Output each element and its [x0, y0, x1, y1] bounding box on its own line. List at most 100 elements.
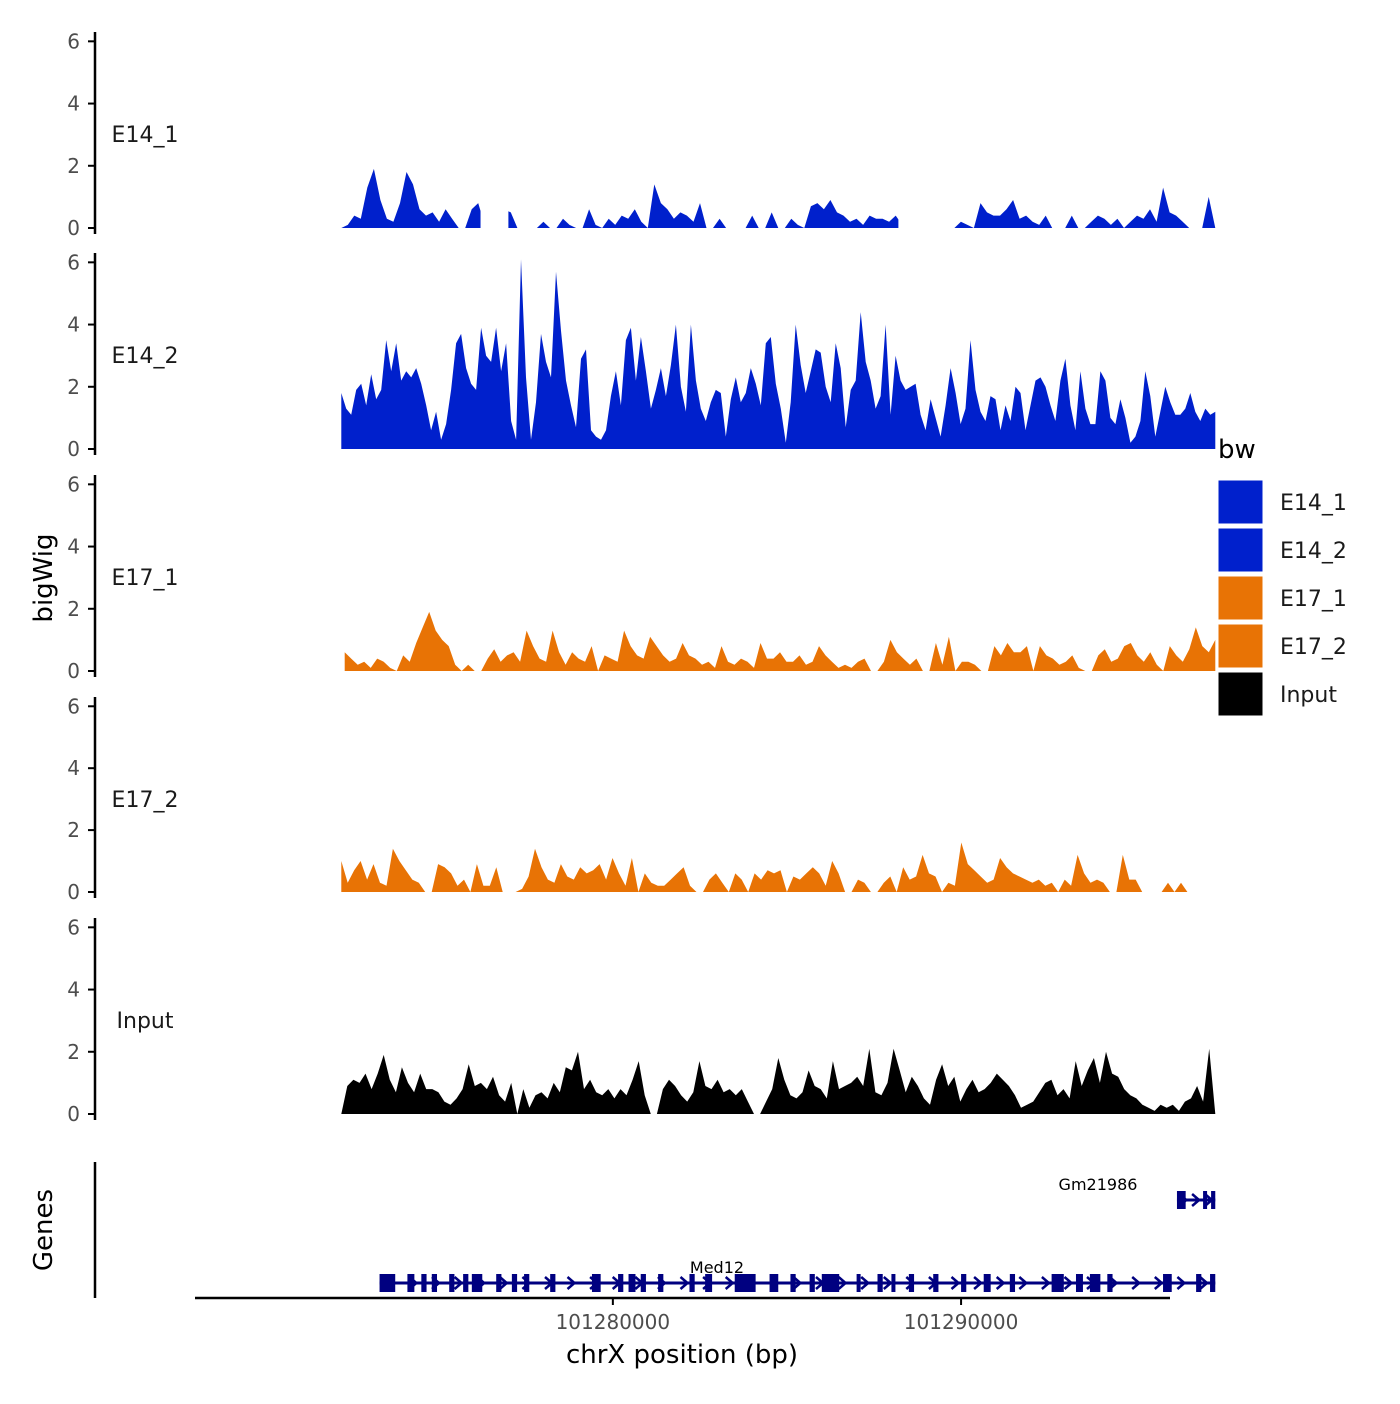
track-label: E17_2	[112, 788, 179, 813]
strand-arrow	[498, 1276, 509, 1290]
legend-label: Input	[1280, 683, 1337, 708]
exon	[1163, 1274, 1172, 1292]
exon	[640, 1274, 646, 1292]
strand-arrow	[1018, 1276, 1029, 1290]
y-tick-label: 2	[67, 375, 80, 399]
exon	[471, 1274, 483, 1292]
exon	[809, 1274, 815, 1292]
strand-arrow	[1041, 1276, 1051, 1290]
track-E17_2: 0 2 4 6 E17_2	[67, 694, 1188, 904]
track-Input: 0 2 4 6 Input	[67, 915, 1216, 1126]
x-tick-label: 101280000	[556, 1310, 671, 1334]
coverage-area-E17_1	[344, 611, 1216, 671]
y-tick-label: 2	[67, 154, 80, 178]
legend-swatch	[1217, 479, 1264, 525]
strand-arrow	[973, 1276, 984, 1290]
exon	[1203, 1191, 1208, 1209]
y-tick-label: 4	[67, 756, 80, 780]
y-tick-label: 0	[67, 880, 80, 904]
exon	[449, 1274, 455, 1292]
exon	[496, 1274, 502, 1292]
strand-arrow	[792, 1276, 803, 1290]
coverage-area-E14_1	[341, 168, 1216, 228]
strand-arrow	[1199, 1276, 1209, 1290]
gene-label: Med12	[690, 1258, 744, 1277]
strand-arrow	[882, 1276, 893, 1290]
strand-arrow	[566, 1276, 577, 1290]
exon	[734, 1274, 756, 1292]
legend-item-Input: Input	[1217, 671, 1337, 717]
legend-item-E17_1: E17_1	[1217, 575, 1347, 621]
gene-Gm21986: Gm21986	[1059, 1175, 1216, 1209]
y-tick-label: 4	[67, 978, 80, 1002]
exon	[1107, 1274, 1113, 1292]
coverage-area-E14_2	[341, 259, 1216, 449]
track-label: E14_2	[112, 344, 179, 369]
gene-Med12: Med12	[379, 1258, 1216, 1292]
strand-arrow	[1176, 1276, 1187, 1290]
x-tick-label: 101290000	[904, 1310, 1019, 1334]
exon	[1075, 1274, 1083, 1292]
track-label: E14_1	[112, 123, 179, 148]
y-tick-label: 4	[67, 535, 80, 559]
exon	[618, 1274, 624, 1292]
exon	[421, 1274, 427, 1292]
coverage-gap	[480, 32, 509, 229]
exon	[983, 1274, 991, 1292]
y-axis-title: bigWig	[29, 533, 59, 622]
exon	[379, 1274, 396, 1292]
exon	[769, 1274, 779, 1292]
track-label: Input	[117, 1009, 174, 1034]
exon	[821, 1274, 840, 1292]
exon	[591, 1274, 601, 1292]
track-E14_2: 0 2 4 6 E14_2	[67, 250, 1216, 461]
y-tick-label: 0	[67, 659, 80, 683]
legend: bw E14_1 E14_2 E17_1 E17_2 Input	[1217, 435, 1347, 717]
legend-label: E14_2	[1280, 539, 1347, 564]
genes-axis-title: Genes	[29, 1189, 59, 1271]
exon	[550, 1274, 556, 1292]
legend-swatch	[1217, 671, 1264, 717]
legend-item-E14_2: E14_2	[1217, 527, 1347, 573]
exon	[1009, 1274, 1016, 1292]
y-tick-label: 6	[67, 694, 80, 718]
y-tick-label: 0	[67, 1102, 80, 1126]
exon	[877, 1274, 883, 1292]
strand-arrow	[453, 1276, 464, 1290]
exon	[524, 1274, 530, 1292]
strand-arrow	[1153, 1276, 1164, 1290]
exon	[511, 1274, 518, 1292]
coverage-gap	[898, 32, 934, 229]
strand-arrow	[950, 1276, 961, 1290]
genes-panel: Genes Gm21986 Med12	[29, 1162, 1216, 1298]
exon	[961, 1274, 967, 1292]
y-tick-label: 0	[67, 437, 80, 461]
legend-item-E17_2: E17_2	[1217, 623, 1347, 669]
y-tick-label: 6	[67, 250, 80, 274]
y-tick-label: 6	[67, 472, 80, 496]
legend-label: E17_1	[1280, 587, 1347, 612]
exon	[1089, 1274, 1101, 1292]
strand-arrow	[724, 1276, 735, 1290]
track-label: E17_1	[112, 566, 179, 591]
exon	[1196, 1274, 1202, 1292]
exon	[1176, 1191, 1186, 1209]
strand-arrow	[1063, 1276, 1074, 1290]
strand-arrow	[1191, 1193, 1202, 1207]
y-tick-label: 6	[67, 915, 80, 939]
exon	[891, 1274, 896, 1292]
legend-swatch	[1217, 623, 1264, 669]
legend-swatch	[1217, 575, 1264, 621]
exon	[431, 1274, 438, 1292]
strand-arrow	[860, 1276, 871, 1290]
x-axis-title: chrX position (bp)	[566, 1340, 798, 1370]
track-E14_1: 0 2 4 6 E14_1	[67, 29, 1216, 240]
y-tick-label: 0	[67, 216, 80, 240]
x-axis: chrX position (bp) 101280000 101290000	[195, 1296, 1170, 1370]
exon	[705, 1274, 713, 1292]
y-tick-label: 2	[67, 597, 80, 621]
legend-swatch	[1217, 527, 1264, 573]
exon	[856, 1274, 861, 1292]
